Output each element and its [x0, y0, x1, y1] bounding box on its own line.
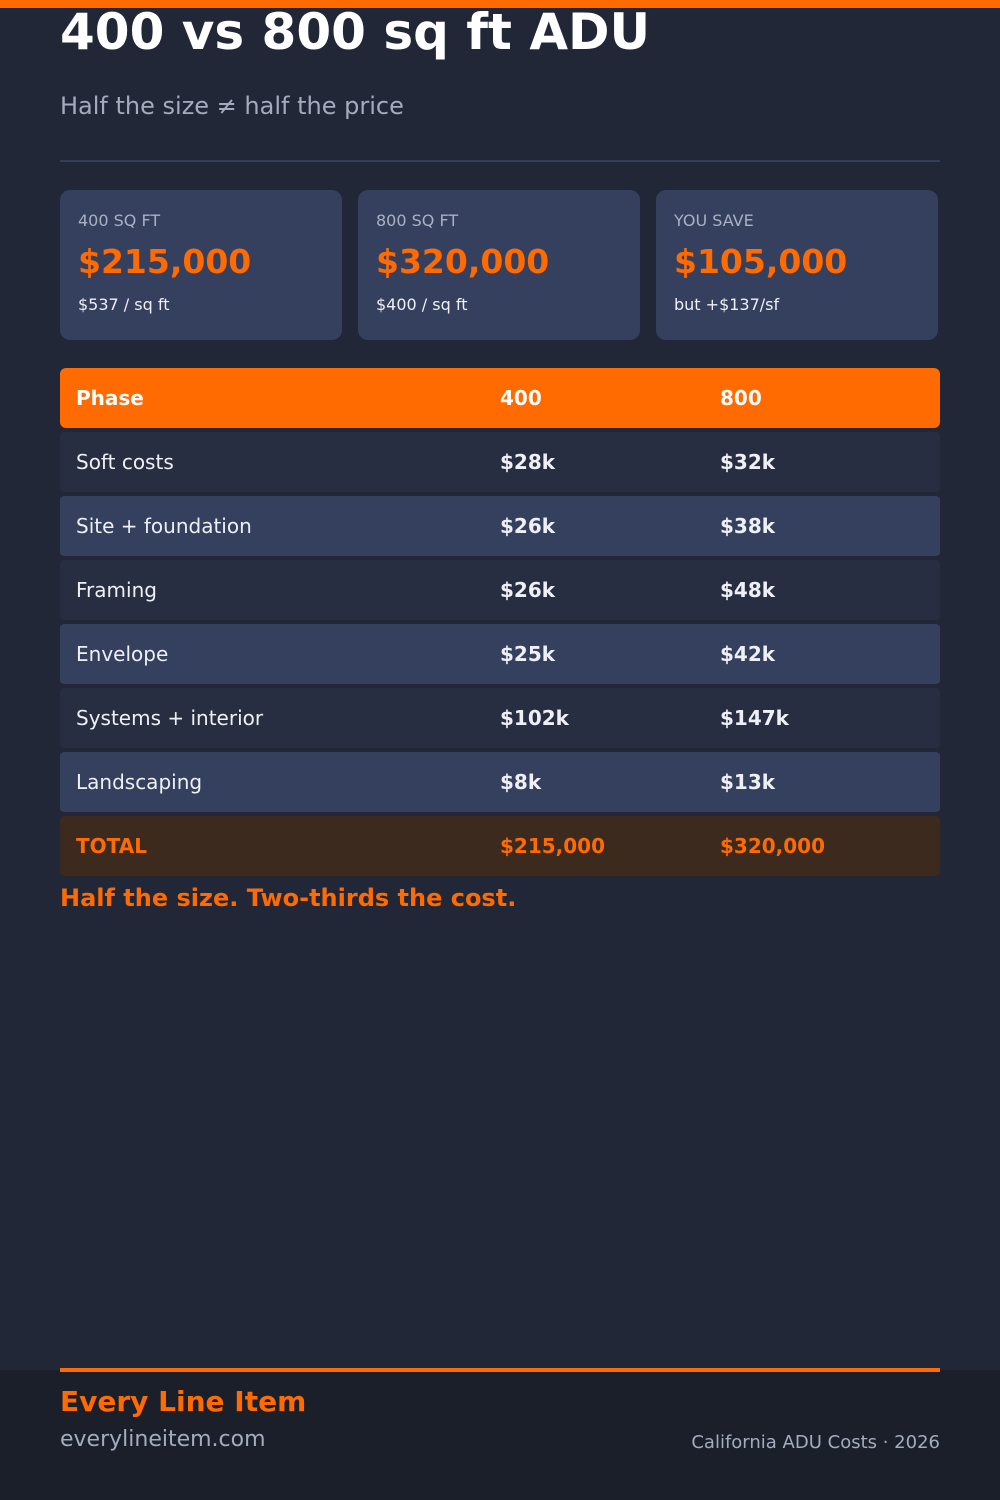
phase-cell: Soft costs — [76, 450, 174, 474]
total-label: TOTAL — [76, 834, 147, 858]
phase-cell: Landscaping — [76, 770, 203, 794]
top-accent-bar — [0, 0, 1000, 8]
phase-cell: Framing — [76, 578, 157, 602]
card-label: 400 SQ FT — [78, 211, 161, 230]
cost-400-cell: $28k — [500, 450, 556, 474]
card-800-sqft: 800 SQ FT $320,000 $400 / sq ft — [358, 190, 640, 340]
phase-cell: Site + foundation — [76, 514, 252, 538]
cost-400-cell: $26k — [500, 514, 556, 538]
footer-accent-line — [60, 1368, 940, 1372]
card-400-sqft: 400 SQ FT $215,000 $537 / sq ft — [60, 190, 342, 340]
table-row: Systems + interior $102k $147k — [60, 688, 940, 748]
header-800: 800 — [720, 386, 762, 410]
tagline: Half the size. Two-thirds the cost. — [60, 884, 517, 912]
cost-400-cell: $25k — [500, 642, 556, 666]
card-note: $400 / sq ft — [376, 295, 468, 314]
cost-400-cell: $102k — [500, 706, 569, 730]
website-url: everylineitem.com — [60, 1427, 266, 1452]
table-row: Soft costs $28k $32k — [60, 432, 940, 492]
card-label: 800 SQ FT — [376, 211, 459, 230]
cost-800-cell: $32k — [720, 450, 776, 474]
cost-400-cell: $26k — [500, 578, 556, 602]
total-400: $215,000 — [500, 834, 606, 858]
cost-800-cell: $38k — [720, 514, 776, 538]
page-title: 400 vs 800 sq ft ADU — [60, 3, 651, 61]
card-you-save: YOU SAVE $105,000 but +$137/sf — [656, 190, 938, 340]
table-row: Envelope $25k $42k — [60, 624, 940, 684]
total-800: $320,000 — [720, 834, 826, 858]
header-400: 400 — [500, 386, 542, 410]
cost-400-cell: $8k — [500, 770, 542, 794]
card-value: $215,000 — [78, 242, 252, 281]
cost-800-cell: $42k — [720, 642, 776, 666]
phase-cell: Systems + interior — [76, 706, 264, 730]
table-row: Site + foundation $26k $38k — [60, 496, 940, 556]
card-value: $320,000 — [376, 242, 550, 281]
header-phase: Phase — [76, 386, 144, 410]
brand-name: Every Line Item — [60, 1385, 307, 1418]
card-note: but +$137/sf — [674, 295, 780, 314]
table-row: Landscaping $8k $13k — [60, 752, 940, 812]
table-row: Framing $26k $48k — [60, 560, 940, 620]
footer: Every Line Item everylineitem.com Califo… — [0, 1368, 1000, 1500]
card-label: YOU SAVE — [674, 211, 754, 230]
cost-800-cell: $48k — [720, 578, 776, 602]
phase-cell: Envelope — [76, 642, 169, 666]
cost-800-cell: $147k — [720, 706, 789, 730]
source-note: California ADU Costs · 2026 — [691, 1432, 940, 1453]
card-value: $105,000 — [674, 242, 848, 281]
table-header-row: Phase 400 800 — [60, 368, 940, 428]
table-total-row: TOTAL $215,000 $320,000 — [60, 816, 940, 876]
cost-800-cell: $13k — [720, 770, 776, 794]
header-divider — [60, 160, 940, 162]
page-subtitle: Half the size ≠ half the price — [60, 92, 404, 120]
card-note: $537 / sq ft — [78, 295, 170, 314]
